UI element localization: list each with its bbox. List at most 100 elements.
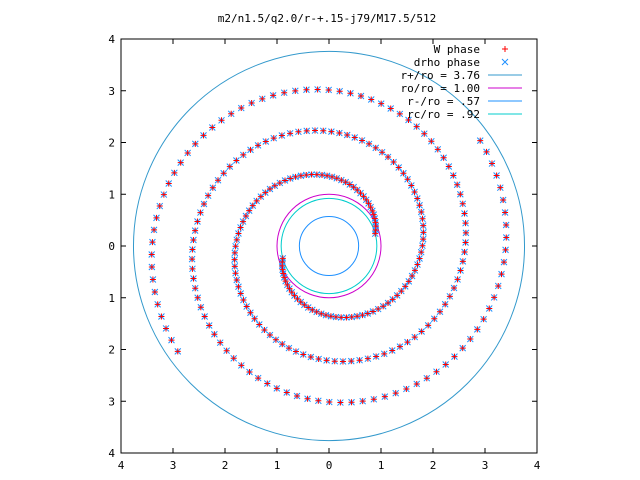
data-point xyxy=(387,105,394,112)
data-point xyxy=(153,214,160,221)
data-point xyxy=(246,369,253,376)
data-point xyxy=(266,186,273,192)
data-point xyxy=(446,293,453,300)
data-point xyxy=(312,127,319,134)
data-point xyxy=(419,215,426,222)
x-tick-label: 3 xyxy=(170,459,177,472)
data-point xyxy=(278,132,285,139)
data-point xyxy=(232,270,239,277)
data-point xyxy=(327,313,334,320)
data-point xyxy=(240,297,247,304)
data-point xyxy=(303,171,310,178)
data-point xyxy=(151,226,158,233)
data-point xyxy=(420,222,427,229)
data-point xyxy=(461,249,468,256)
data-point xyxy=(320,127,327,134)
data-point xyxy=(329,173,336,180)
y-tick-label: 2 xyxy=(108,344,115,357)
y-tick-label: 3 xyxy=(108,395,115,408)
data-point xyxy=(165,180,172,187)
data-point xyxy=(282,278,289,285)
data-point xyxy=(305,304,312,311)
data-point xyxy=(421,130,428,137)
data-point xyxy=(307,354,314,361)
data-point xyxy=(189,256,196,263)
data-point xyxy=(411,334,418,341)
data-point xyxy=(197,209,204,216)
data-point xyxy=(171,169,178,176)
data-point xyxy=(364,355,371,362)
data-point xyxy=(251,315,258,322)
data-point xyxy=(346,181,353,188)
data-point xyxy=(270,135,277,142)
data-point xyxy=(431,315,438,322)
data-point xyxy=(286,285,293,292)
plot-area xyxy=(120,38,538,454)
data-point xyxy=(231,256,238,263)
data-point xyxy=(347,90,354,97)
x-tick-label: 3 xyxy=(482,459,489,472)
y-tick-label: 2 xyxy=(108,137,115,150)
data-point xyxy=(418,208,425,215)
data-point xyxy=(488,160,495,167)
data-point xyxy=(303,127,310,134)
data-point xyxy=(500,259,507,266)
data-point xyxy=(403,385,410,392)
data-point xyxy=(385,153,392,160)
data-point xyxy=(326,399,333,406)
data-point xyxy=(367,204,374,211)
data-point xyxy=(338,314,345,321)
data-point xyxy=(450,172,457,179)
data-point xyxy=(400,170,407,177)
data-point xyxy=(287,175,294,182)
data-point xyxy=(151,288,158,295)
data-point xyxy=(205,192,212,199)
data-point xyxy=(486,305,493,312)
data-point xyxy=(220,170,227,177)
data-point xyxy=(192,227,199,234)
data-point xyxy=(240,151,247,158)
data-point xyxy=(378,100,385,107)
data-point xyxy=(303,86,310,93)
data-point xyxy=(160,191,167,198)
legend-marker xyxy=(501,58,509,66)
data-point xyxy=(418,328,425,335)
data-point xyxy=(343,314,350,321)
data-point xyxy=(418,249,425,256)
data-point xyxy=(243,303,250,310)
data-point xyxy=(273,385,280,392)
data-point xyxy=(231,263,238,270)
x-tick-label: 4 xyxy=(534,459,541,472)
data-point xyxy=(396,343,403,350)
data-point xyxy=(357,92,364,99)
data-point xyxy=(474,326,481,333)
data-point xyxy=(314,86,321,93)
data-point xyxy=(457,191,464,198)
data-point xyxy=(233,277,240,284)
data-point xyxy=(493,172,500,179)
data-point xyxy=(255,375,262,382)
data-point xyxy=(420,236,427,243)
data-point xyxy=(276,179,283,186)
data-point xyxy=(158,313,165,320)
data-point xyxy=(398,288,405,295)
data-point xyxy=(283,389,290,396)
data-point xyxy=(189,246,196,253)
data-point xyxy=(373,353,380,360)
data-point xyxy=(280,270,287,277)
data-point xyxy=(218,117,225,124)
data-point xyxy=(201,313,208,320)
data-point xyxy=(428,138,435,145)
data-point xyxy=(459,345,466,352)
x-axis-ticks: 4 3 2 1 0 1 2 3 4 xyxy=(118,39,541,472)
data-point xyxy=(359,312,366,319)
data-point xyxy=(342,179,349,186)
data-point xyxy=(313,171,320,178)
data-point xyxy=(413,380,420,387)
data-point xyxy=(414,195,421,202)
data-point xyxy=(300,351,307,358)
data-point xyxy=(297,298,304,305)
data-point xyxy=(232,243,239,250)
data-point xyxy=(381,350,388,357)
data-point xyxy=(246,207,253,214)
